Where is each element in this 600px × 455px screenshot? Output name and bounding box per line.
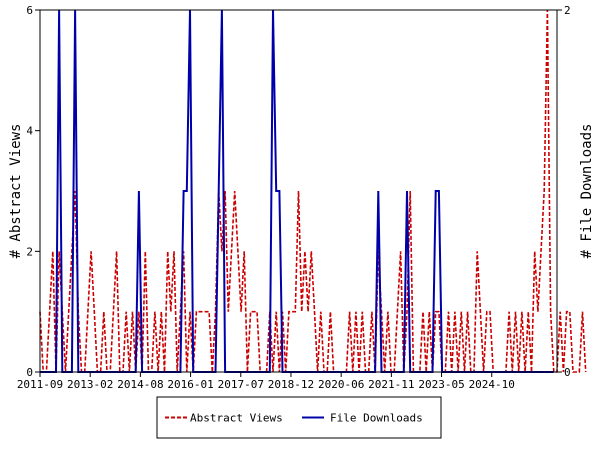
- x-tick-label: 2024-10: [469, 378, 515, 391]
- y-right-tick-label: 2: [564, 4, 571, 17]
- y-left-tick-label: 2: [26, 245, 33, 258]
- plot-area: [39, 9, 587, 373]
- y-axis-left-label: # Abstract Views: [8, 124, 24, 259]
- y-axis-right-label: # File Downloads: [579, 124, 595, 259]
- y-left-tick-label: 6: [26, 4, 33, 17]
- y-left-tick-label: 4: [26, 125, 33, 138]
- y-right-tick-label: 0: [564, 366, 571, 379]
- legend-box: [156, 396, 442, 439]
- series-line-file-downloads: [40, 9, 554, 373]
- x-tick-label: 2018-12: [268, 378, 314, 391]
- axes: 2011-09 2013-02 2014-08 2016-01 2017-07 2018-…: [8, 4, 595, 391]
- x-tick-label: 2023-05: [418, 378, 464, 391]
- x-tick-label: 2021-11: [368, 378, 414, 391]
- series-line-abstract-views: [39, 9, 587, 373]
- legend-label: Abstract Views: [190, 412, 283, 425]
- plot-frame: [39, 9, 558, 373]
- y-left-tick-label: 0: [26, 366, 33, 379]
- x-tick-label: 2011-09: [17, 378, 63, 391]
- x-tick-label: 2013-02: [67, 378, 113, 391]
- x-tick-label: 2020-06: [318, 378, 364, 391]
- legend: Abstract Views File Downloads: [156, 396, 442, 439]
- x-tick-label: 2014-08: [117, 378, 163, 391]
- x-tick-label: 2016-01: [167, 378, 213, 391]
- x-tick-label: 2017-07: [218, 378, 264, 391]
- legend-label: File Downloads: [330, 412, 423, 425]
